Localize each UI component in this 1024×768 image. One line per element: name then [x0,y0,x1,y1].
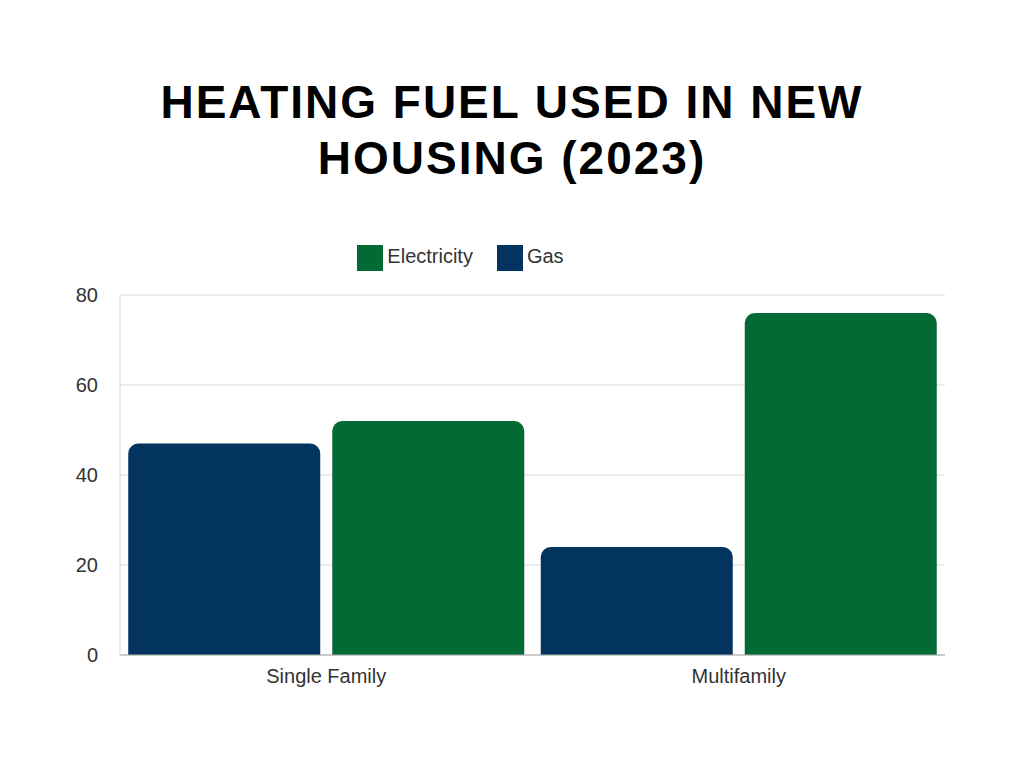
svg-text:80: 80 [76,284,98,306]
svg-text:Multifamily: Multifamily [692,665,786,687]
svg-text:60: 60 [76,374,98,396]
svg-text:Single Family: Single Family [266,665,386,687]
svg-text:40: 40 [76,464,98,486]
html-text:HEATING FUEL USED IN NEW HOUSI: HEATING FUEL USED IN NEW HOUSING (2023) [160,76,864,184]
html-text:Electricity: Electricity [387,245,473,268]
svg-text:20: 20 [76,554,98,576]
svg-text:0: 0 [87,644,98,666]
html-text:Gas: Gas [526,245,564,268]
